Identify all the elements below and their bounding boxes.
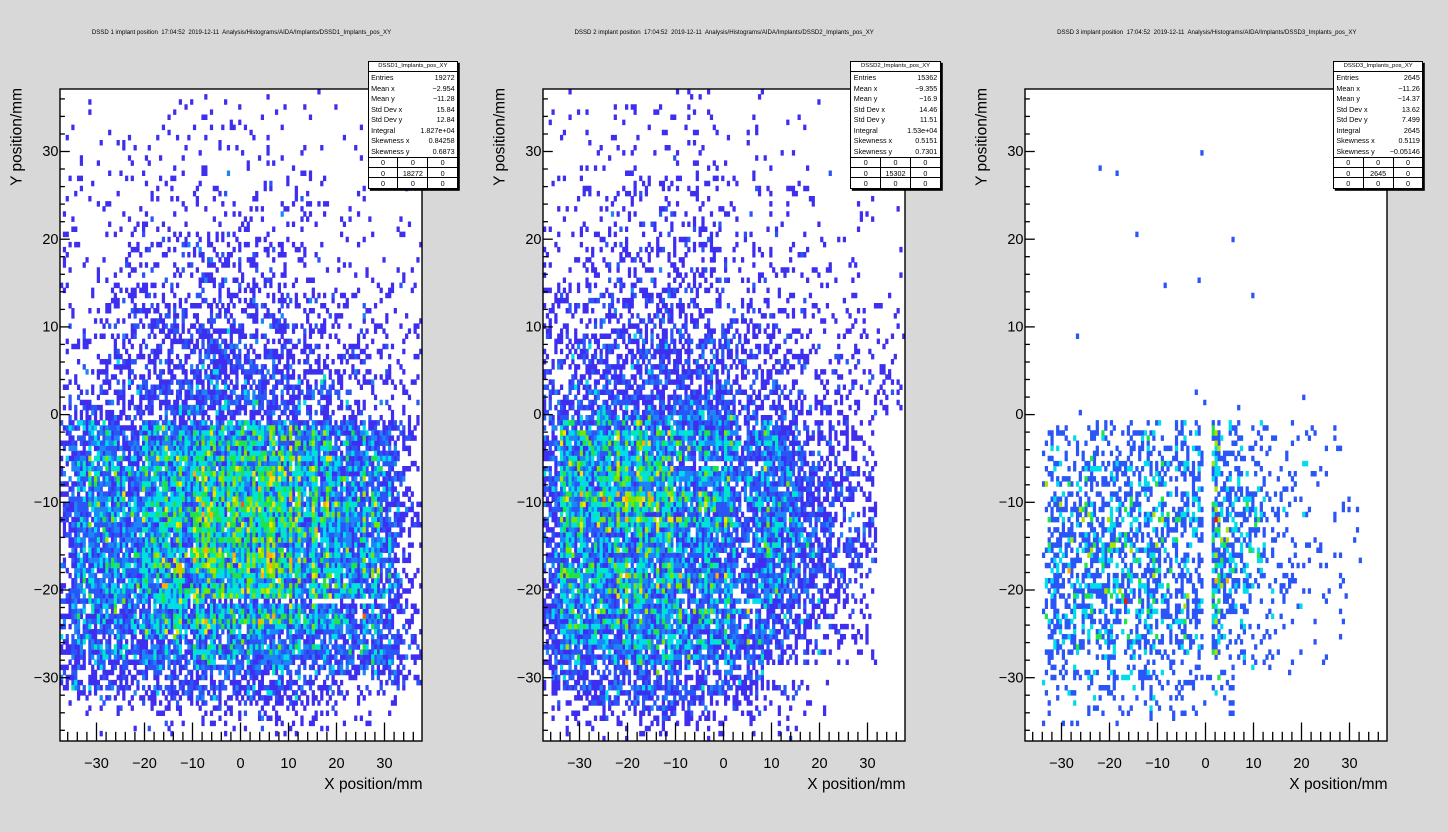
svg-text:0: 0 xyxy=(1016,407,1024,423)
svg-text:30: 30 xyxy=(859,756,875,772)
svg-text:20: 20 xyxy=(1294,756,1310,772)
svg-text:−20: −20 xyxy=(517,583,542,599)
svg-text:−10: −10 xyxy=(1145,756,1170,772)
svg-text:30: 30 xyxy=(376,756,392,772)
svg-text:10: 10 xyxy=(280,756,296,772)
svg-text:−10: −10 xyxy=(34,495,59,511)
svg-text:−30: −30 xyxy=(999,670,1024,686)
svg-text:−10: −10 xyxy=(663,756,688,772)
svg-text:20: 20 xyxy=(811,756,827,772)
svg-text:10: 10 xyxy=(1246,756,1262,772)
svg-text:10: 10 xyxy=(763,756,779,772)
svg-text:20: 20 xyxy=(328,756,344,772)
svg-text:−30: −30 xyxy=(34,670,59,686)
svg-text:−10: −10 xyxy=(999,495,1024,511)
svg-text:−30: −30 xyxy=(84,756,109,772)
svg-text:10: 10 xyxy=(42,320,58,336)
svg-text:−30: −30 xyxy=(1049,756,1074,772)
svg-text:30: 30 xyxy=(525,144,541,160)
svg-text:Y position/mm: Y position/mm xyxy=(974,88,991,186)
svg-text:30: 30 xyxy=(1008,144,1024,160)
svg-text:−10: −10 xyxy=(517,495,542,511)
svg-text:30: 30 xyxy=(42,144,58,160)
svg-text:0: 0 xyxy=(719,756,727,772)
svg-text:−30: −30 xyxy=(517,670,542,686)
svg-text:10: 10 xyxy=(525,320,541,336)
svg-text:Y position/mm: Y position/mm xyxy=(9,88,26,186)
svg-text:Y position/mm: Y position/mm xyxy=(491,88,508,186)
svg-text:X position/mm: X position/mm xyxy=(807,776,905,793)
svg-text:X position/mm: X position/mm xyxy=(324,776,422,793)
svg-text:−30: −30 xyxy=(567,756,592,772)
svg-text:20: 20 xyxy=(525,232,541,248)
svg-text:−20: −20 xyxy=(999,583,1024,599)
svg-text:0: 0 xyxy=(50,407,58,423)
svg-text:0: 0 xyxy=(1202,756,1210,772)
svg-text:0: 0 xyxy=(236,756,244,772)
svg-text:20: 20 xyxy=(42,232,58,248)
svg-text:−10: −10 xyxy=(180,756,205,772)
svg-text:−20: −20 xyxy=(1097,756,1122,772)
svg-text:0: 0 xyxy=(533,407,541,423)
svg-text:−20: −20 xyxy=(34,583,59,599)
svg-text:10: 10 xyxy=(1008,320,1024,336)
svg-text:30: 30 xyxy=(1342,756,1358,772)
svg-text:−20: −20 xyxy=(132,756,157,772)
svg-text:X position/mm: X position/mm xyxy=(1290,776,1388,793)
svg-text:20: 20 xyxy=(1008,232,1024,248)
svg-text:−20: −20 xyxy=(615,756,640,772)
